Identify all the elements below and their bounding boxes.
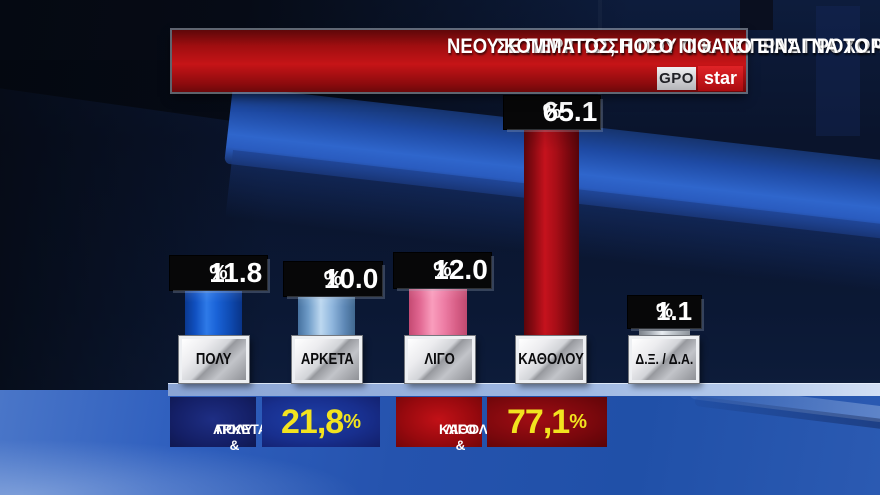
gpo-pollster-logo: GPO (657, 67, 696, 90)
star-channel-logo: star (698, 66, 743, 91)
percent-sign: % (542, 100, 562, 123)
aggregate-value-poly-arketa: 21,8% (262, 397, 380, 447)
percent-sign: % (655, 301, 674, 322)
percent-sign: % (209, 261, 228, 284)
aggregate-label-poly-arketa: ΠΟΛΥ & ΑΡΚΕΤΑ (170, 397, 268, 453)
category-tag-ligo: ΛΙΓΟ (405, 336, 475, 383)
value-label-katholou: 65.1% (504, 96, 600, 129)
aggregate-label-ligo-katholou: ΛΙΓΟ & ΚΑΘΟΛΟΥ (396, 397, 507, 453)
category-tag-arketa: ΑΡΚΕΤΑ (292, 336, 362, 383)
category-tag-dxda: Δ.Ξ. / Δ.Α. (629, 336, 699, 383)
chart-baseline-platform (168, 383, 880, 396)
percent-sign: % (433, 258, 452, 281)
value-label-ligo: 12.0% (394, 253, 491, 288)
category-tag-katholou: ΚΑΘΟΛΟΥ (516, 336, 586, 383)
value-label-poly: 11.8% (170, 256, 267, 290)
percent-sign: % (323, 267, 343, 290)
percent-sign: % (343, 410, 361, 433)
percent-sign: % (569, 410, 587, 433)
value-label-dxda: 1.1% (628, 296, 701, 328)
value-label-arketa: 10.0% (284, 262, 382, 296)
background-streak (740, 0, 773, 30)
background-streak (816, 6, 860, 136)
question-banner: ΣΕ ΠΕΡΙΠΤΩΣΗ ΠΟΥ Ο κ. ΤΣΙΠΡΑΣ ΠΡΟΧΩΡΗΣΕΙ… (172, 30, 880, 92)
category-tag-poly: ΠΟΛΥ (179, 336, 249, 383)
aggregate-value-ligo-katholou: 77,1% (487, 397, 607, 447)
